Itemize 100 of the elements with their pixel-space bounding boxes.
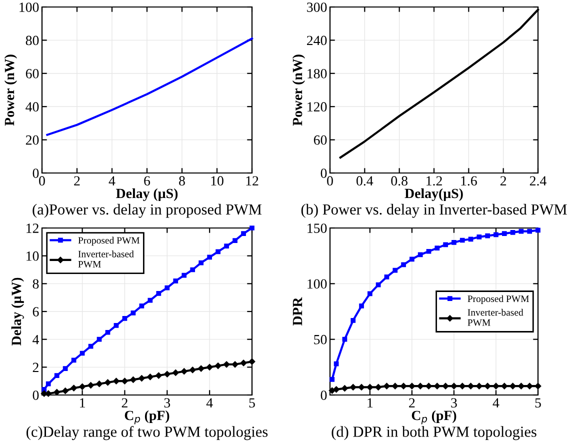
point xyxy=(122,378,128,384)
x-tick-label: 4 xyxy=(492,398,500,408)
point xyxy=(45,390,52,397)
x-tick-label: 0.8 xyxy=(391,176,408,186)
y-tick-label: 100 xyxy=(20,2,39,12)
point xyxy=(476,234,482,240)
x-tick-label: 2.4 xyxy=(530,176,546,186)
text: (c)Delay range of two PWM topologies xyxy=(26,426,268,440)
point xyxy=(71,358,76,363)
point xyxy=(330,376,335,382)
y-axis-title: Delay (µW) xyxy=(11,278,24,346)
point xyxy=(527,228,532,234)
point xyxy=(426,382,432,390)
y-tick-label: 20 xyxy=(26,135,39,145)
point xyxy=(172,370,179,376)
text: (d) DPR in both PWM topologies xyxy=(332,426,536,440)
text: (a)Power vs. delay in proposed PWM xyxy=(32,204,262,218)
point xyxy=(392,382,398,390)
text: (b) Power vs. delay in Inverter-based PWM xyxy=(301,204,567,218)
point xyxy=(376,282,381,288)
point xyxy=(164,370,170,378)
point xyxy=(232,361,238,368)
point xyxy=(334,361,339,366)
point xyxy=(164,285,170,290)
y-tick-label: 120 xyxy=(308,102,327,112)
line-series xyxy=(46,37,254,136)
point xyxy=(350,384,356,390)
point xyxy=(214,362,222,369)
y-tick-label: 100 xyxy=(308,279,327,289)
point xyxy=(173,278,178,284)
point xyxy=(138,375,145,382)
y-tick-label: 300 xyxy=(307,2,327,12)
point xyxy=(46,381,51,386)
y-tick-label: 0 xyxy=(320,390,327,400)
x-tick-label: 4 xyxy=(108,176,116,186)
x-tick-label: 2 xyxy=(122,398,128,408)
point xyxy=(342,336,348,342)
point xyxy=(139,304,144,308)
point xyxy=(426,248,432,254)
point xyxy=(156,372,162,379)
y-tick-label: 40 xyxy=(26,102,39,112)
point xyxy=(400,382,407,390)
x-axis-title: Delay (µS) xyxy=(116,188,178,202)
point xyxy=(452,240,456,245)
y-tick-label: 4 xyxy=(32,335,40,344)
y-tick-label: 0 xyxy=(32,390,39,400)
point xyxy=(342,385,348,392)
point xyxy=(79,384,86,390)
x-axis-title: Delay(µS) xyxy=(404,188,463,202)
x-tick-label: 3 xyxy=(451,398,457,408)
point xyxy=(130,376,136,383)
point xyxy=(147,374,154,380)
x-tick-label: 12 xyxy=(246,176,258,186)
point xyxy=(375,384,382,390)
point xyxy=(518,382,524,390)
point xyxy=(248,358,256,365)
point xyxy=(206,364,213,370)
point xyxy=(526,382,533,390)
point xyxy=(359,304,364,308)
point xyxy=(494,232,498,238)
point xyxy=(384,382,390,390)
point xyxy=(62,388,68,394)
y-tick-label: 180 xyxy=(308,68,327,78)
x-tick-label: 2 xyxy=(74,176,80,186)
y-tick-label: 2 xyxy=(32,362,38,372)
legend-label: Proposed PWM xyxy=(78,236,140,246)
point xyxy=(250,226,254,230)
point xyxy=(104,379,111,386)
x-tick-label: 0.4 xyxy=(356,176,374,186)
point xyxy=(450,382,458,390)
point xyxy=(434,382,440,390)
point xyxy=(460,238,465,243)
point xyxy=(384,274,390,280)
point xyxy=(417,382,424,390)
point xyxy=(113,378,120,384)
y-axis-title: DPR xyxy=(292,297,302,326)
legend-label: Inverter-based PWM xyxy=(78,250,134,268)
point xyxy=(534,382,542,390)
point xyxy=(96,380,102,388)
point xyxy=(459,382,466,390)
point xyxy=(350,318,356,323)
y-tick-label: 0 xyxy=(32,168,39,178)
point xyxy=(418,252,423,258)
x-tick-label: 3 xyxy=(164,398,170,408)
y-tick-label: 80 xyxy=(26,36,39,46)
y-tick-label: 50 xyxy=(314,334,327,344)
point xyxy=(476,382,482,390)
y-tick-label: 150 xyxy=(308,224,327,233)
x-axis-title: C$_{p}$ (pF) xyxy=(412,410,456,424)
x-tick-label: 10 xyxy=(211,176,224,186)
y-tick-label: 240 xyxy=(307,36,327,46)
x-tick-label: 5 xyxy=(249,398,255,408)
x-tick-label: 2 xyxy=(409,398,415,408)
x-tick-label: 5 xyxy=(535,398,541,408)
point xyxy=(501,382,508,390)
x-tick-label: 1.6 xyxy=(461,176,477,186)
point xyxy=(223,361,230,368)
x-tick-label: 4 xyxy=(206,398,213,408)
point xyxy=(88,382,94,388)
point xyxy=(216,249,220,254)
